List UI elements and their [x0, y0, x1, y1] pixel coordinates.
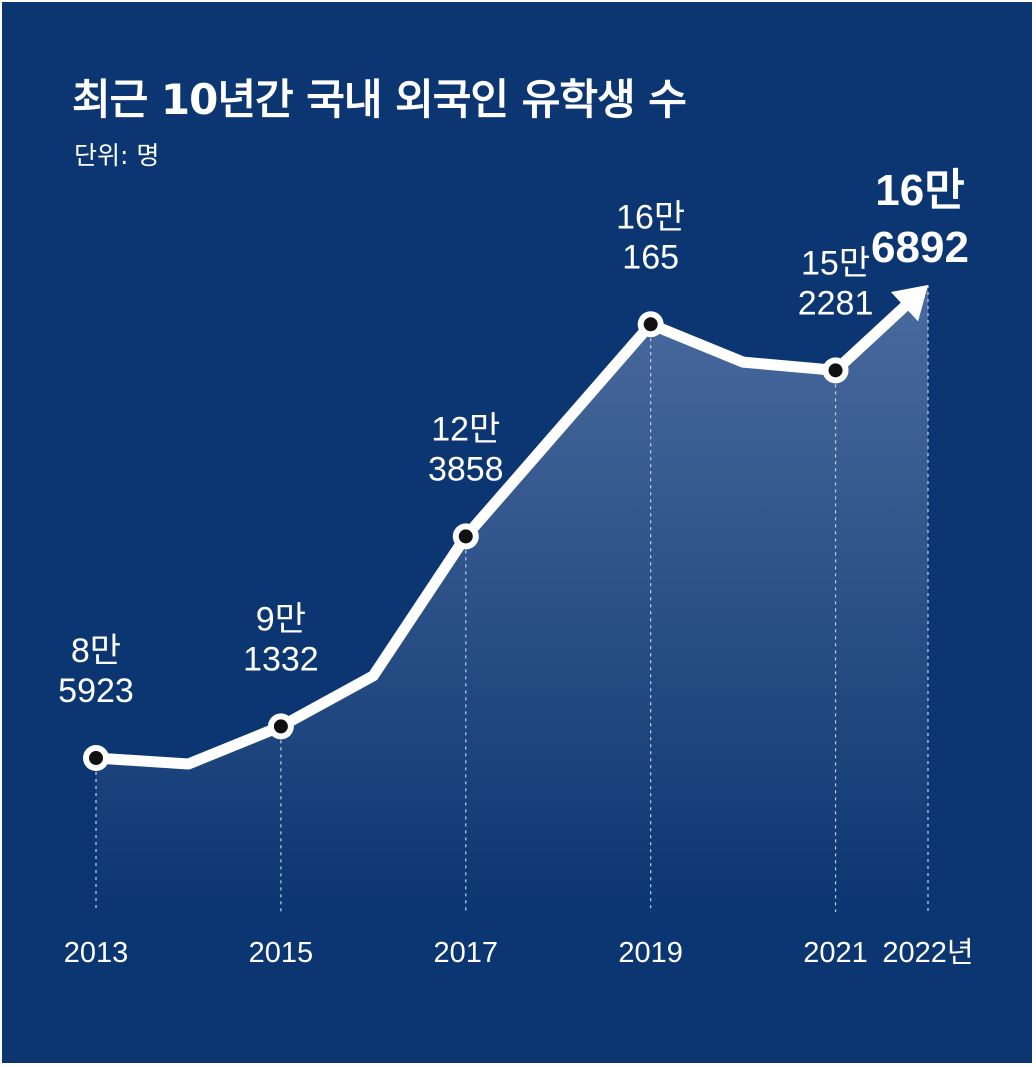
x-tick-label-2013: 2013: [64, 937, 129, 969]
data-label-2013-line2: 5923: [58, 672, 134, 710]
chart-title: 최근 10년간 국내 외국인 유학생 수: [72, 75, 687, 124]
data-label-2015-line2: 1332: [243, 640, 319, 678]
data-label-2021-line1: 15만: [801, 244, 870, 282]
data-label-2022-line2: 6892: [871, 223, 969, 272]
x-tick-label-2015: 2015: [249, 937, 314, 969]
data-label-2019-line1: 16만: [616, 198, 685, 236]
data-point-2013: [89, 751, 103, 766]
data-label-2017-line2: 3858: [428, 450, 504, 488]
x-tick-label-2017: 2017: [434, 937, 499, 969]
series-line: [90, 298, 913, 770]
data-point-2021: [828, 363, 843, 378]
data-label-2017-line1: 12만: [431, 410, 500, 448]
line-end-arrow: [890, 285, 928, 322]
data-label-2013-line1: 8만: [71, 632, 121, 670]
data-point-2017: [458, 529, 473, 544]
data-point-2015: [273, 719, 288, 734]
data-label-2019-line2: 165: [622, 238, 679, 276]
x-tick-label-2019: 2019: [618, 937, 683, 969]
series-area: [96, 285, 928, 912]
x-tick-label-2022: 2022년: [882, 937, 973, 969]
data-label-2022-line1: 16만: [875, 166, 964, 215]
data-label-2021-line2: 2281: [798, 284, 874, 322]
x-tick-label-2021: 2021: [803, 937, 868, 969]
data-point-2019: [643, 317, 658, 332]
data-label-2015-line1: 9만: [256, 600, 306, 638]
chart-unit-label: 단위: 명: [74, 141, 160, 170]
